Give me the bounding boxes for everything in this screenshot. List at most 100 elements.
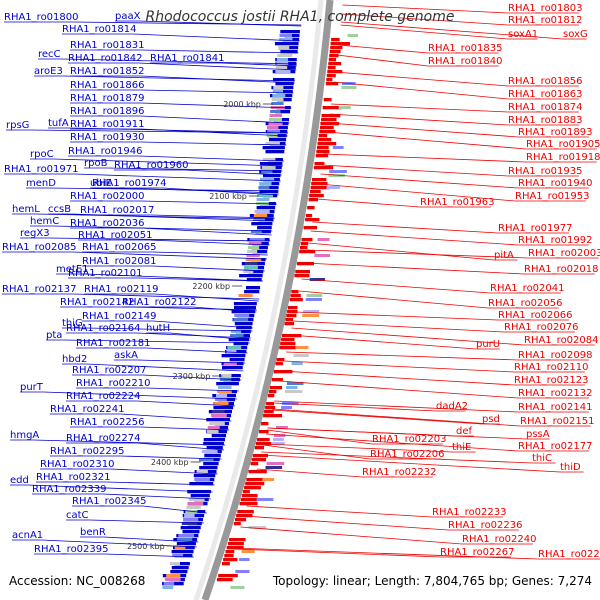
- left-gene-label: purT: [20, 382, 44, 393]
- right-gene-label: psd: [482, 414, 500, 425]
- label-connector: [43, 391, 237, 400]
- reverse-gene: [327, 66, 336, 70]
- feature-track-block: [169, 562, 180, 565]
- feature-track-block: [267, 130, 280, 133]
- reverse-gene: [223, 558, 238, 562]
- forward-gene: [203, 442, 224, 446]
- left-gene-label: RHA1_ro01911: [70, 119, 145, 130]
- forward-gene: [276, 90, 293, 94]
- forward-gene: [251, 222, 273, 226]
- forward-gene: [171, 550, 194, 554]
- left-gene-label: tufA: [48, 118, 69, 129]
- feature-track-block: [243, 270, 254, 273]
- feature-track-block: [217, 390, 232, 393]
- left-gene-label: RHA1_ro01971: [4, 164, 79, 175]
- label-connector: [307, 249, 529, 259]
- right-gene-label: RHA1_ro02076: [504, 322, 579, 333]
- feature-track-block: [218, 386, 232, 389]
- label-connector: [140, 227, 272, 236]
- right-gene-label: def: [456, 426, 473, 437]
- feature-track-block: [272, 90, 283, 93]
- feature-track-block: [257, 194, 274, 197]
- right-gene-label: dadA2: [436, 401, 468, 412]
- feature-track-block: [258, 186, 270, 189]
- forward-gene: [269, 138, 287, 142]
- reverse-gene: [329, 54, 339, 58]
- right-gene-label: thiE: [452, 442, 471, 453]
- left-gene-label: RHA1_ro02207: [72, 365, 147, 376]
- reverse-gene: [280, 342, 296, 346]
- label-connector: [333, 81, 509, 100]
- label-connector: [27, 484, 213, 493]
- ruler-label: 2200 kbp: [192, 282, 230, 291]
- label-connector: [283, 360, 515, 373]
- reverse-gene: [224, 554, 234, 558]
- reverse-gene: [275, 362, 283, 366]
- feature-track-block: [275, 70, 291, 73]
- label-connector: [279, 380, 519, 399]
- left-gene-label: rpoB: [84, 158, 108, 169]
- label-connector: [162, 187, 279, 196]
- feature-track-block: [291, 362, 303, 365]
- right-gene-label: RHA1_ro02240: [462, 534, 537, 545]
- left-gene-label: RHA1_ro01960: [114, 160, 189, 171]
- left-gene-label: ccsB: [48, 204, 71, 215]
- feature-track-block: [199, 458, 214, 461]
- left-gene-label: RHA1_ro02051: [78, 230, 153, 241]
- ruler-label: 2300 kbp: [173, 372, 211, 381]
- label-connector: [272, 409, 483, 425]
- feature-track-block: [253, 218, 265, 221]
- left-gene-label: RHA1_ro02085: [2, 242, 77, 253]
- reverse-gene: [311, 178, 327, 182]
- label-connector: [120, 413, 232, 422]
- feature-track-block: [329, 170, 347, 173]
- label-connector: [267, 427, 527, 440]
- label-connector: [328, 122, 519, 138]
- label-connector: [233, 548, 441, 558]
- label-connector: [138, 20, 302, 27]
- right-gene-label: RHA1_ro02141: [518, 402, 593, 413]
- label-connector: [338, 44, 429, 54]
- label-connector: [140, 128, 288, 137]
- reverse-gene: [323, 98, 332, 102]
- left-gene-label: edd: [10, 475, 29, 486]
- right-gene-label: RHA1_ro02056: [488, 298, 563, 309]
- right-gene-label: RHA1_ro02206: [370, 449, 445, 460]
- feature-track-block: [186, 506, 201, 509]
- reverse-gene: [316, 146, 329, 150]
- reverse-gene: [245, 482, 265, 486]
- left-gene-label: acnA1: [12, 530, 43, 541]
- forward-gene: [171, 566, 189, 570]
- forward-gene: [234, 322, 253, 326]
- ruler-label: 2500 kbp: [127, 542, 165, 551]
- forward-gene: [258, 218, 274, 222]
- forward-gene: [234, 306, 256, 310]
- reverse-gene: [315, 154, 329, 158]
- feature-track-block: [254, 210, 270, 213]
- feature-track-block: [208, 426, 220, 429]
- forward-gene: [259, 162, 283, 166]
- left-gene-label: RHA1_ro02224: [66, 391, 141, 402]
- right-gene-label: pssA: [526, 429, 550, 440]
- label-connector: [142, 374, 242, 381]
- feature-track-block: [164, 578, 181, 581]
- label-connector: [310, 230, 519, 246]
- label-connector: [256, 468, 363, 478]
- label-connector: [323, 153, 527, 163]
- feature-track-block: [278, 46, 290, 49]
- feature-track-block: [245, 258, 262, 261]
- forward-gene: [280, 50, 298, 54]
- right-gene-label: RHA1_ro02151: [520, 416, 595, 427]
- left-gene-label: thiG: [62, 318, 83, 329]
- forward-gene: [259, 190, 278, 194]
- feature-track-block: [209, 422, 225, 425]
- right-gene-label: purU: [476, 339, 500, 350]
- feature-track-block: [188, 498, 205, 501]
- label-connector: [154, 293, 259, 302]
- right-gene-label: RHA1_ro02242: [538, 549, 600, 560]
- feature-track-block: [211, 414, 227, 417]
- feature-track-block: [266, 462, 285, 465]
- reverse-gene: [309, 190, 321, 194]
- right-gene-label: RHA1_ro01953: [515, 191, 590, 202]
- label-connector: [340, 21, 564, 40]
